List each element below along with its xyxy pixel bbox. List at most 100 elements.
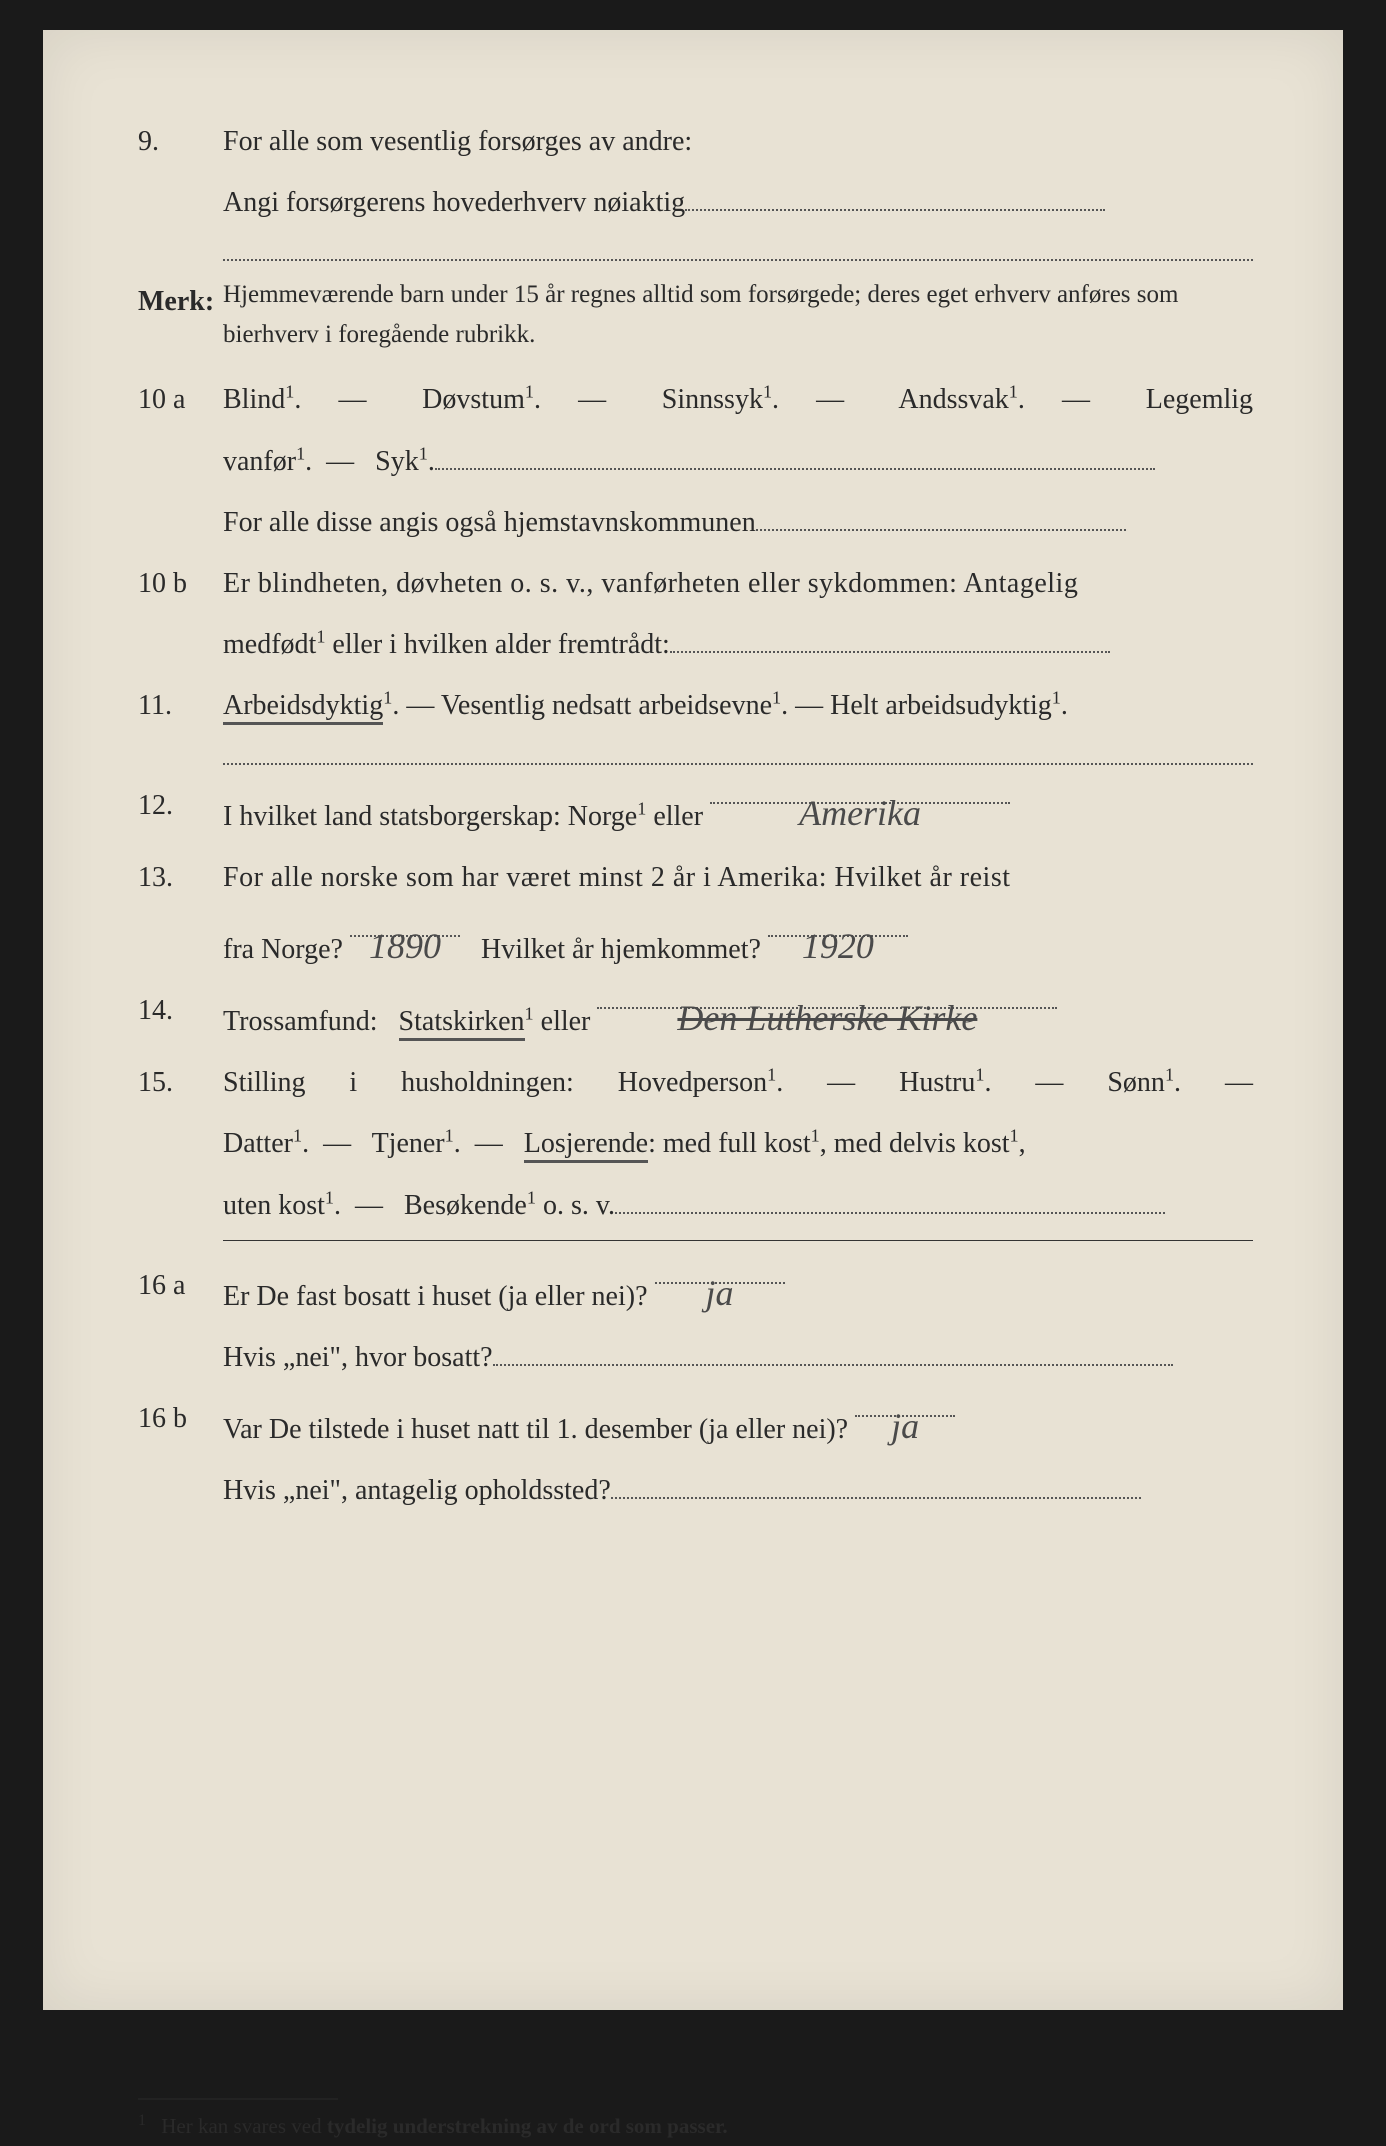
- opt-losjerende[interactable]: Losjerende: [524, 1128, 648, 1163]
- q13-number: 13.: [138, 851, 223, 904]
- q15-text5: Besøkende: [404, 1190, 527, 1221]
- q11-number: 11.: [138, 679, 223, 732]
- question-11: 11. Arbeidsdyktig1. — Vesentlig nedsatt …: [138, 679, 1253, 732]
- fill-line[interactable]: [435, 444, 1155, 469]
- question-9-line2: Angi forsørgerens hovederhverv nøiaktig: [138, 176, 1253, 229]
- footnote-rule: [138, 2098, 338, 2100]
- fill-line[interactable]: [493, 1341, 1173, 1366]
- q16b-text2: Hvis „nei", antagelig opholdssted?: [223, 1475, 611, 1506]
- q10b-text3: eller i hvilken alder fremtrådt:: [325, 629, 669, 660]
- q14-answer: Den Lutherske Kirke: [671, 998, 983, 1038]
- opt-andssvak: Andssvak: [898, 384, 1008, 415]
- q12-answer: Amerika: [793, 793, 927, 833]
- q14-text2: eller: [534, 1006, 591, 1037]
- q12-answer-line[interactable]: Amerika: [710, 779, 1010, 804]
- q13-answer1: 1890: [363, 926, 447, 966]
- question-10a-line2: vanfør1. — Syk1.: [138, 435, 1253, 488]
- census-form-page: 9. For alle som vesentlig forsørges av a…: [43, 30, 1343, 2010]
- fill-line[interactable]: [611, 1474, 1141, 1499]
- q9-line2-text: Angi forsørgerens hovederhverv nøiaktig: [223, 187, 685, 218]
- footnote-text-a: Her kan svares ved: [161, 2114, 327, 2138]
- question-10b: 10 b Er blindheten, døvheten o. s. v., v…: [138, 557, 1253, 610]
- fill-line-full[interactable]: [223, 761, 1253, 765]
- opt-datter: Datter: [223, 1128, 293, 1159]
- q10a-line3-text: For alle disse angis også hjemstavnskomm…: [223, 507, 756, 538]
- divider: [223, 1240, 1253, 1241]
- question-13-line2: fra Norge? 1890 Hvilket år hjemkommet? 1…: [138, 912, 1253, 976]
- q13-text2: fra Norge?: [223, 934, 343, 965]
- q9-line1: For alle som vesentlig forsørges av andr…: [223, 126, 692, 157]
- question-16a-line2: Hvis „nei", hvor bosatt?: [138, 1331, 1253, 1384]
- question-10a: 10 a Blind1. — Døvstum1. — Sinnssyk1. — …: [138, 373, 1253, 426]
- q14-text1: Trossamfund:: [223, 1006, 378, 1037]
- q15-text1: Stilling i husholdningen: Hovedperson: [223, 1067, 767, 1098]
- opt-vanfor: vanfør: [223, 446, 296, 477]
- question-9: 9. For alle som vesentlig forsørges av a…: [138, 115, 1253, 168]
- fill-line[interactable]: [615, 1188, 1165, 1213]
- question-13: 13. For alle norske som har været minst …: [138, 851, 1253, 904]
- q16b-text1: Var De tilstede i huset natt til 1. dese…: [223, 1414, 848, 1445]
- opt-statskirken[interactable]: Statskirken: [399, 1006, 525, 1041]
- q13-text1: For alle norske som har været minst 2 år…: [223, 851, 1253, 904]
- opt-legemlig: Legemlig: [1146, 384, 1253, 415]
- merk-text: Hjemmeværende barn under 15 år regnes al…: [223, 275, 1253, 355]
- q10b-number: 10 b: [138, 557, 223, 610]
- fill-line-full[interactable]: [223, 257, 1253, 261]
- q9-content: For alle som vesentlig forsørges av andr…: [223, 115, 1253, 168]
- opt-sinnssyk: Sinnssyk: [662, 384, 763, 415]
- q15-number: 15.: [138, 1056, 223, 1109]
- q12-text2: eller: [646, 801, 703, 832]
- q15-text4: uten kost: [223, 1190, 325, 1221]
- opt-arbeidsdyktig[interactable]: Arbeidsdyktig: [223, 690, 383, 725]
- q9-number: 9.: [138, 115, 223, 168]
- q12-number: 12.: [138, 779, 223, 843]
- q16a-text1: Er De fast bosatt i huset (ja eller nei)…: [223, 1281, 648, 1312]
- question-16b: 16 b Var De tilstede i huset natt til 1.…: [138, 1392, 1253, 1456]
- q16b-answer-line[interactable]: ja: [855, 1392, 955, 1417]
- q14-answer-line[interactable]: Den Lutherske Kirke: [597, 984, 1057, 1009]
- footnote-text-b: tydelig understrekning av de ord som pas…: [327, 2114, 728, 2138]
- question-12: 12. I hvilket land statsborgerskap: Norg…: [138, 779, 1253, 843]
- q13-text3: Hvilket år hjemkommet?: [481, 934, 761, 965]
- q16a-text2: Hvis „nei", hvor bosatt?: [223, 1342, 493, 1373]
- question-15-line3: uten kost1. — Besøkende1 o. s. v.: [138, 1179, 1253, 1232]
- q13-answer2: 1920: [796, 926, 880, 966]
- merk-label: Merk:: [138, 275, 223, 355]
- question-15-line2: Datter1. — Tjener1. — Losjerende: med fu…: [138, 1117, 1253, 1170]
- opt-udyktig: Helt arbeidsudyktig: [830, 690, 1052, 721]
- q16b-answer: ja: [885, 1406, 925, 1446]
- q16a-answer: ja: [699, 1273, 739, 1313]
- opt-sonn: Sønn: [1107, 1067, 1165, 1098]
- question-15: 15. Stilling i husholdningen: Hovedperso…: [138, 1056, 1253, 1109]
- q10a-number: 10 a: [138, 373, 223, 426]
- q10b-text1: Er blindheten, døvheten o. s. v., vanfør…: [223, 557, 1253, 610]
- q13-answer2-line[interactable]: 1920: [768, 912, 908, 937]
- fill-line[interactable]: [756, 506, 1126, 531]
- fill-line[interactable]: [685, 186, 1105, 211]
- fill-line[interactable]: [670, 628, 1110, 653]
- q13-answer1-line[interactable]: 1890: [350, 912, 460, 937]
- question-16a: 16 a Er De fast bosatt i huset (ja eller…: [138, 1259, 1253, 1323]
- merk-note: Merk: Hjemmeværende barn under 15 år reg…: [138, 275, 1253, 355]
- question-10a-line3: For alle disse angis også hjemstavnskomm…: [138, 496, 1253, 549]
- q16a-number: 16 a: [138, 1259, 223, 1323]
- q15-text3: , med delvis kost: [820, 1128, 1010, 1159]
- opt-blind: Blind: [223, 384, 285, 415]
- question-16b-line2: Hvis „nei", antagelig opholdssted?: [138, 1464, 1253, 1517]
- q12-text1: I hvilket land statsborgerskap: Norge: [223, 801, 637, 832]
- opt-dovstum: Døvstum: [422, 384, 525, 415]
- opt-hustru: Hustru: [899, 1067, 975, 1098]
- q14-number: 14.: [138, 984, 223, 1048]
- q16a-answer-line[interactable]: ja: [655, 1259, 785, 1284]
- question-10b-line2: medfødt1 eller i hvilken alder fremtrådt…: [138, 618, 1253, 671]
- opt-nedsatt: Vesentlig nedsatt arbeidsevne: [441, 690, 772, 721]
- q15-text2: : med full kost: [648, 1128, 811, 1159]
- q16b-number: 16 b: [138, 1392, 223, 1456]
- footnote-num: 1: [138, 2112, 146, 2129]
- opt-syk: Syk: [375, 446, 419, 477]
- q10b-text2: medfødt: [223, 629, 316, 660]
- question-14: 14. Trossamfund: Statskirken1 eller Den …: [138, 984, 1253, 1048]
- q15-text6: o. s. v.: [536, 1190, 615, 1221]
- opt-tjener: Tjener: [372, 1128, 445, 1159]
- footnote: 1 Her kan svares ved tydelig understrekn…: [138, 2106, 1253, 2146]
